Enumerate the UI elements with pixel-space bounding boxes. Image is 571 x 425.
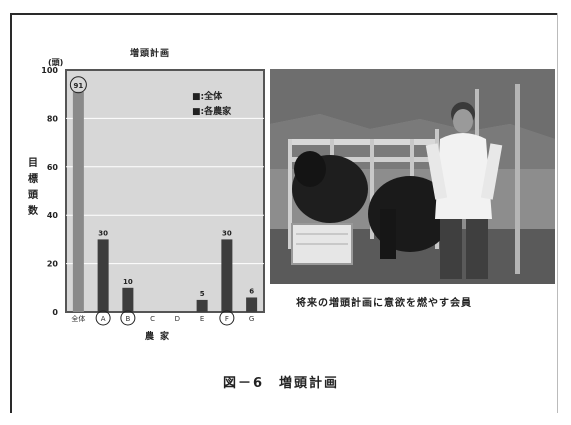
x-tick-label-全体: 全体: [71, 314, 85, 323]
photo-farmer-with-cattle: [270, 69, 555, 284]
x-tick-label-D: D: [175, 315, 180, 323]
x-tick-circle-A: [95, 310, 111, 326]
x-tick-label-F: F: [225, 315, 229, 323]
bar-A: [97, 239, 109, 312]
y-axis-unit: (頭): [48, 58, 64, 67]
y-tick-label: 0: [52, 308, 58, 317]
y-tick-label: 80: [47, 114, 59, 123]
y-tick-label: 20: [47, 260, 59, 269]
bar-B: [122, 287, 134, 312]
data-label-F: 30: [222, 229, 232, 237]
x-axis-label: 農家: [145, 332, 176, 342]
plot-area: [65, 69, 265, 313]
data-label-A: 30: [98, 229, 108, 237]
y-axis-label: 目標頭数: [28, 158, 38, 217]
data-label-B: 10: [123, 278, 133, 286]
x-tick-circle-F: [219, 310, 235, 326]
bar-F: [221, 239, 233, 312]
frame-right-border: [557, 13, 558, 413]
chart-title: 増頭計画: [130, 49, 171, 59]
data-label-全体: 91: [74, 82, 84, 90]
x-tick-label-C: C: [150, 315, 155, 323]
bar-全体: [72, 91, 84, 312]
figure-caption: 図－6 増頭計画: [223, 376, 340, 391]
photo-caption: 将来の増頭計画に意欲を燃やす会員: [296, 298, 472, 309]
x-tick-label-E: E: [200, 315, 204, 323]
frame-left-border: [10, 13, 12, 413]
data-label-circle: [69, 76, 87, 94]
bar-E: [196, 299, 208, 312]
bar-G: [246, 297, 258, 312]
data-label-E: 5: [200, 290, 205, 298]
x-tick-label-B: B: [125, 315, 130, 323]
y-tick-label: 40: [47, 211, 59, 220]
legend-entry: ■:各農家: [192, 105, 232, 117]
y-tick-label: 60: [47, 163, 59, 172]
x-tick-circle-B: [120, 310, 136, 326]
frame-top-border: [10, 13, 558, 15]
x-tick-label-G: G: [249, 315, 254, 323]
x-tick-label-A: A: [101, 315, 106, 323]
legend-entry: ■:全体: [192, 90, 223, 102]
data-label-G: 6: [249, 287, 254, 295]
